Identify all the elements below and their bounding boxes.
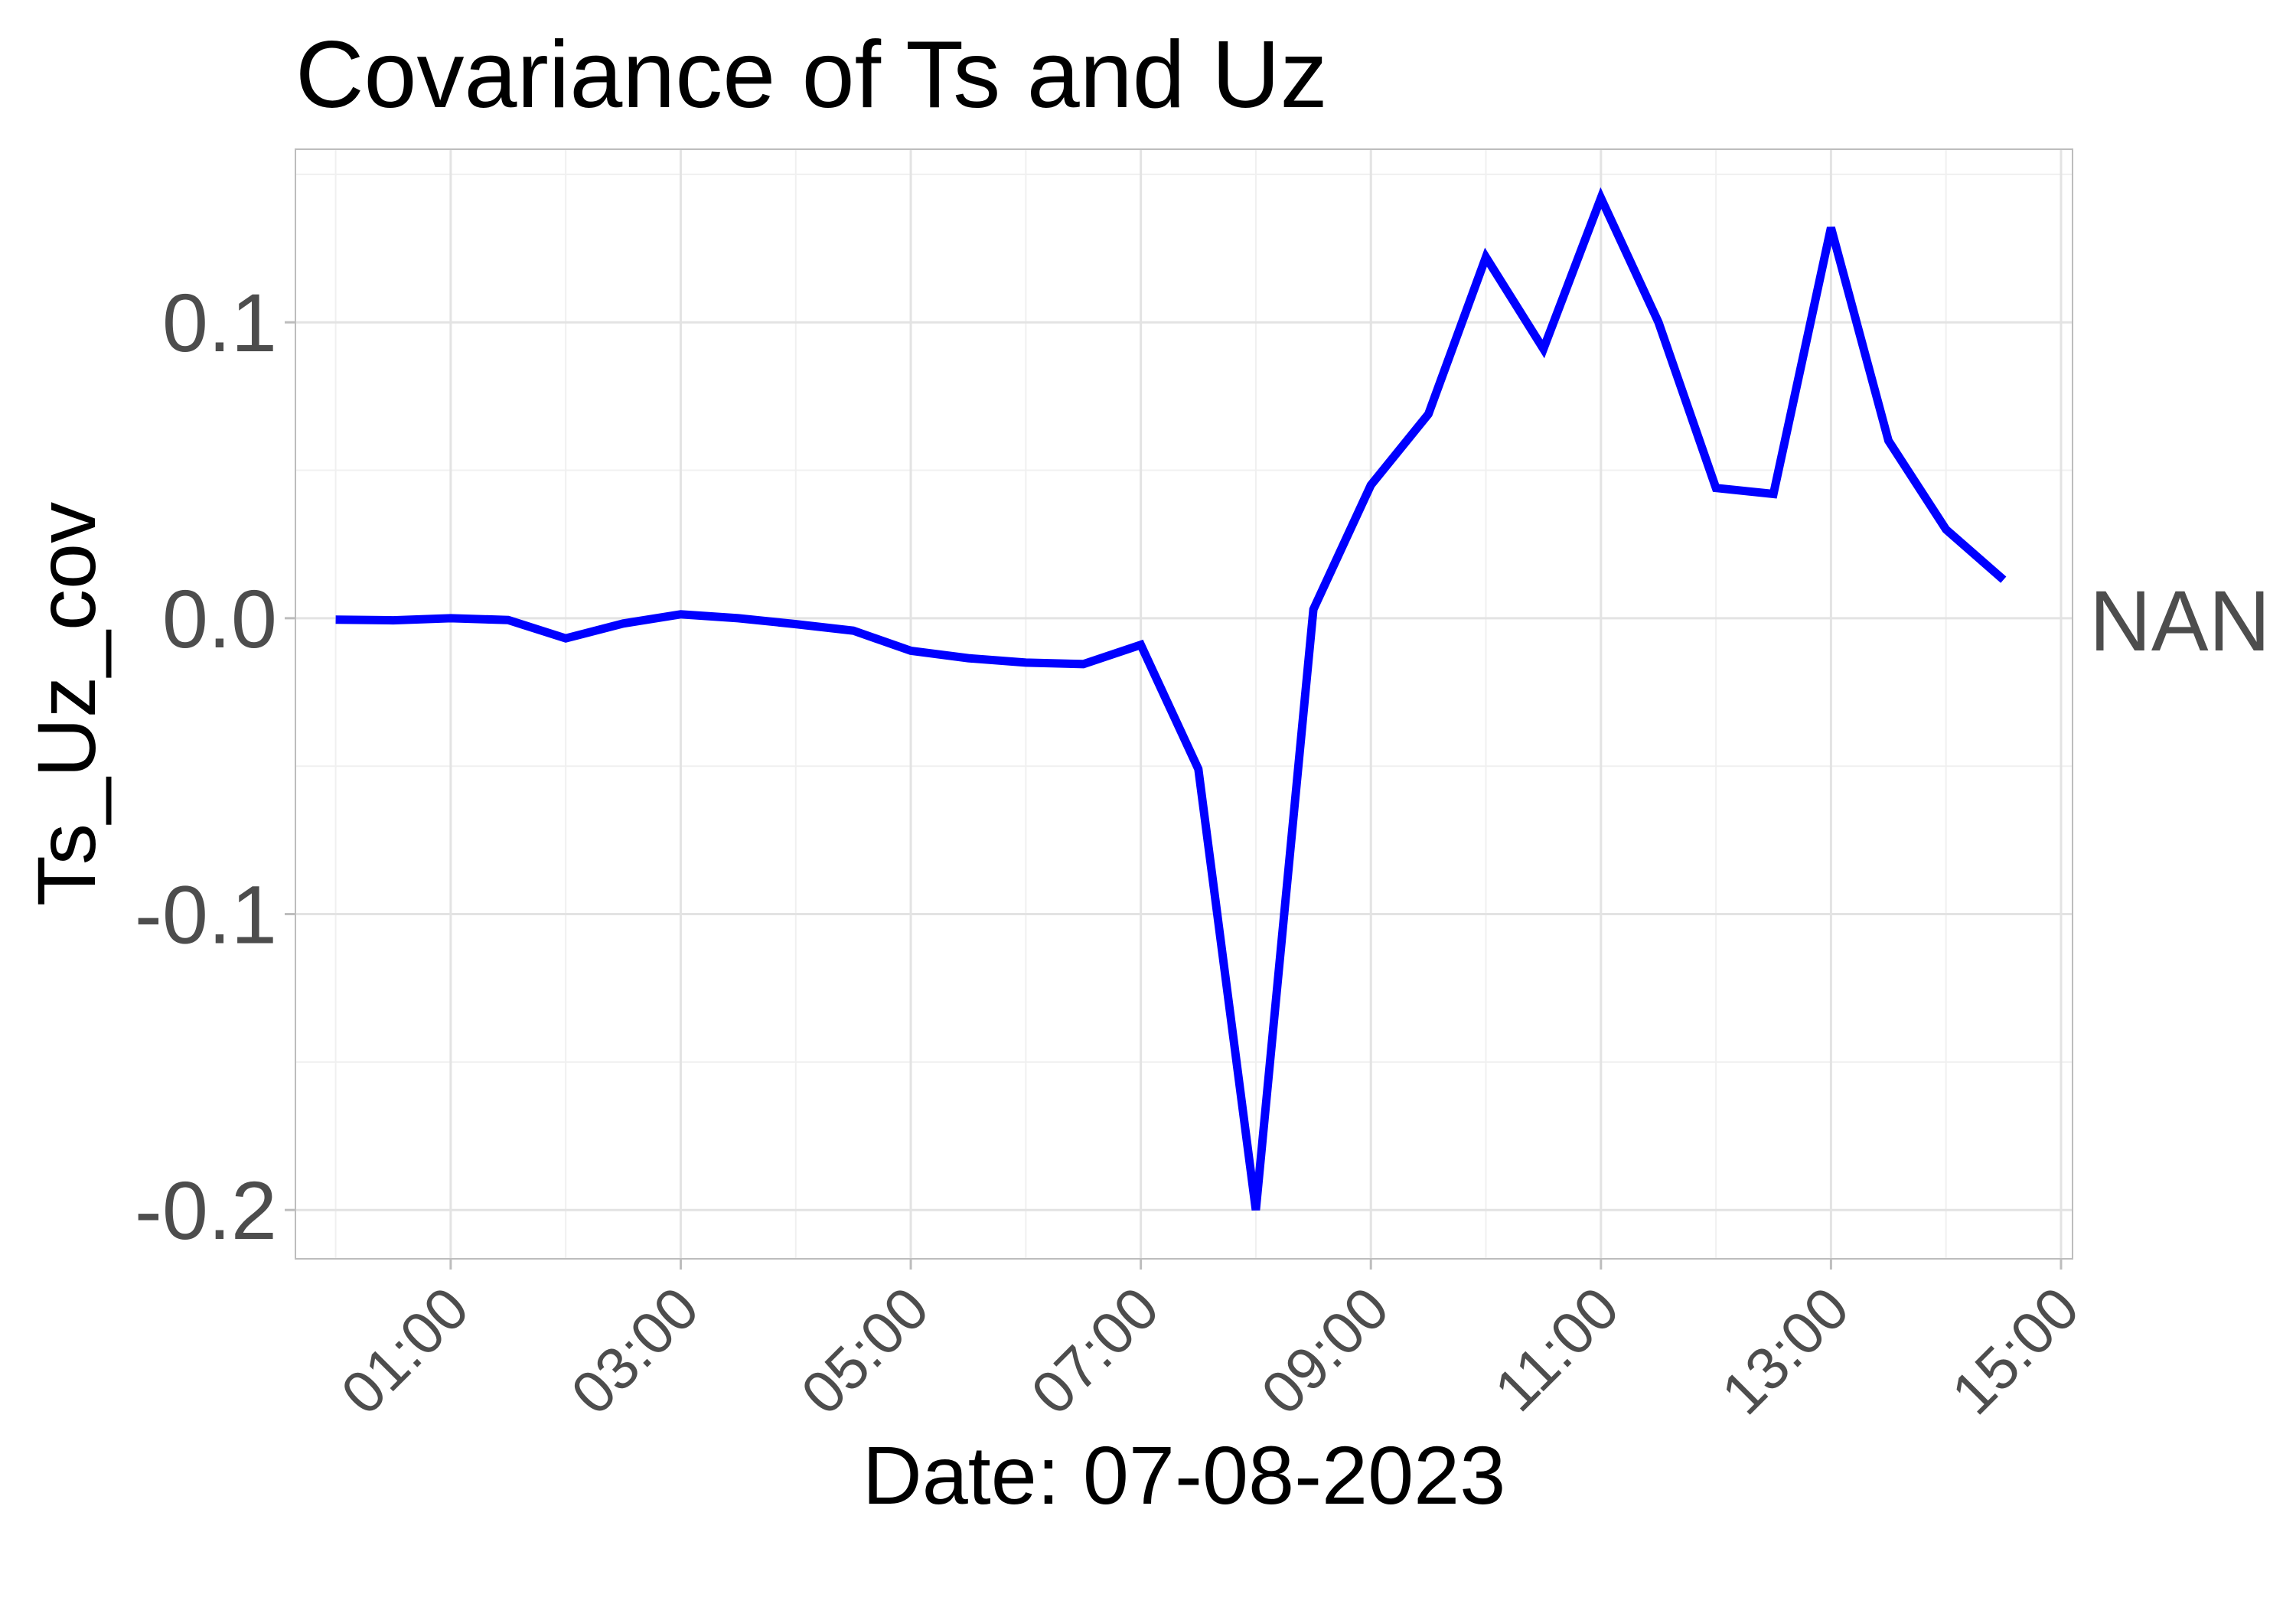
x-tick-label: 01:00 (328, 1274, 481, 1427)
series-line (335, 187, 2007, 1211)
x-tick-label: 09:00 (1248, 1274, 1401, 1427)
secondary-axis-label: NAN (2089, 573, 2270, 669)
x-tick-label: 07:00 (1018, 1274, 1171, 1427)
y-tick-label: 0.0 (162, 572, 277, 665)
y-tick-label: -0.2 (135, 1164, 277, 1257)
x-axis-tick-labels: 01:00 03:00 05:00 07:00 09:00 11:00 13:00 15:00 (328, 1274, 2092, 1427)
chart-title: Covariance of Ts and Uz (295, 22, 1328, 128)
x-tick-label: 13:00 (1708, 1274, 1861, 1427)
y-tick-label: -0.1 (135, 869, 277, 961)
y-axis-tick-labels: -0.2 -0.1 0.0 0.1 (135, 276, 277, 1257)
grid-lines (295, 149, 2073, 1259)
axis-ticks (285, 321, 2063, 1270)
x-tick-label: 05:00 (788, 1274, 941, 1427)
x-tick-label: 03:00 (558, 1274, 711, 1427)
x-tick-label: 15:00 (1939, 1274, 2092, 1427)
plot-panel-border (295, 148, 2073, 1260)
y-tick-label: 0.1 (162, 276, 277, 369)
x-axis-title: Date: 07-08-2023 (863, 1429, 1506, 1521)
y-axis-title: Ts_Uz_cov (20, 502, 113, 906)
x-tick-label: 11:00 (1482, 1274, 1632, 1424)
